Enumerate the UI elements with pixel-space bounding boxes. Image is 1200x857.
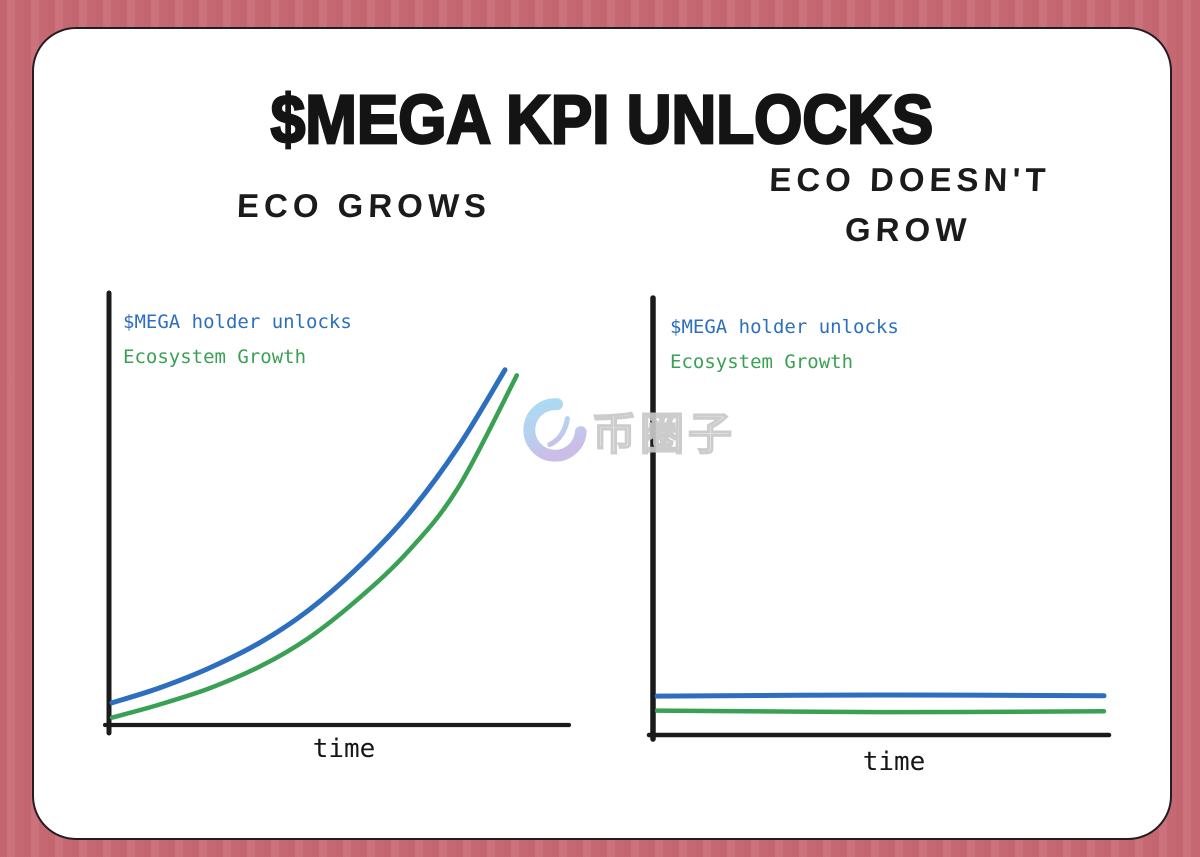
watermark-text: 币圈子 xyxy=(591,408,736,461)
legend-right: $MEGA holder unlocks Ecosystem Growth xyxy=(670,310,899,380)
right-time-axis-label: time xyxy=(862,747,926,777)
subtitle-eco-doesnt-grow: ECO DOESN'T GROW xyxy=(642,155,1175,255)
logo-leaf xyxy=(547,416,570,448)
left-mega-unlocks-line xyxy=(109,367,508,706)
meme-card: $MEGA KPI UNLOCKS ECO GROWS ECO DOESN'T … xyxy=(32,27,1172,840)
legend-right-mega-unlocks: $MEGA holder unlocks xyxy=(670,316,899,338)
subtitle-eco-doesnt-grow-line2: GROW xyxy=(844,211,972,248)
chart-svg-left xyxy=(102,290,572,736)
legend-left-ecosystem-growth: Ecosystem Growth xyxy=(123,346,307,368)
left-time-axis-label: time xyxy=(312,734,376,764)
legend-left: $MEGA holder unlocks Ecosystem Growth xyxy=(123,305,352,375)
legend-right-ecosystem-growth: Ecosystem Growth xyxy=(670,351,854,373)
subtitle-eco-grows: ECO GROWS xyxy=(236,187,492,224)
left-ecosystem-growth-line xyxy=(109,373,520,720)
right-mega-unlocks-line xyxy=(654,692,1107,699)
right-ecosystem-growth-line xyxy=(654,708,1107,715)
legend-left-mega-unlocks: $MEGA holder unlocks xyxy=(123,311,352,333)
logo-swirl xyxy=(523,398,587,462)
watermark: 币圈子 xyxy=(522,397,736,463)
chart-svg-right xyxy=(646,295,1112,742)
bqz-logo-icon xyxy=(523,398,587,462)
subtitle-eco-doesnt-grow-line1: ECO DOESN'T xyxy=(768,161,1052,198)
page-title: $MEGA KPI UNLOCKS xyxy=(270,81,935,160)
